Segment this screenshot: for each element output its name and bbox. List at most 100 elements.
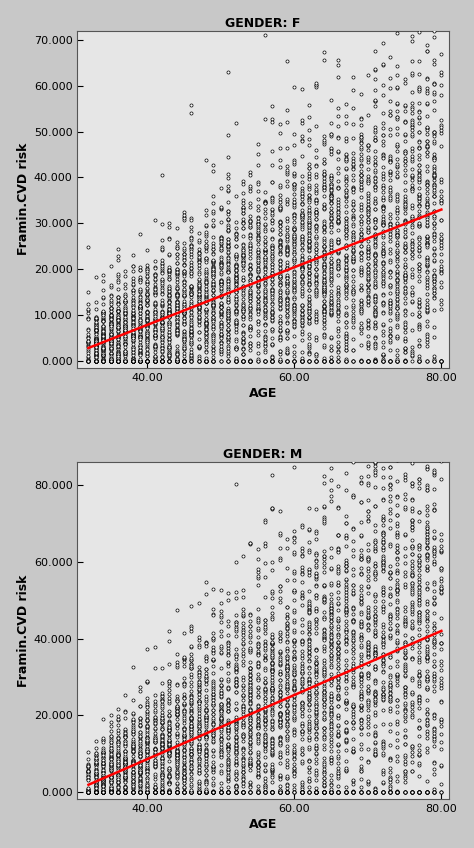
Point [364, 449, 372, 462]
Point [144, 718, 151, 732]
Point [173, 279, 181, 293]
Point [202, 650, 210, 663]
Point [239, 354, 246, 367]
Point [416, 785, 423, 799]
Point [136, 274, 144, 287]
Point [305, 522, 313, 535]
Point [144, 745, 151, 759]
Point [165, 720, 173, 734]
Point [312, 152, 320, 165]
Point [328, 561, 335, 575]
Point [372, 687, 379, 700]
Point [276, 179, 283, 192]
Point [210, 707, 217, 721]
Point [393, 59, 401, 73]
Point [349, 168, 357, 181]
Point [180, 247, 188, 260]
Point [246, 728, 254, 741]
Point [144, 297, 151, 310]
Point [291, 605, 298, 618]
Point [283, 698, 291, 711]
Point [239, 243, 246, 257]
Point [357, 728, 365, 741]
Point [180, 305, 188, 319]
Point [328, 306, 335, 320]
Point [401, 757, 409, 771]
Point [165, 785, 173, 799]
Point [239, 241, 246, 254]
Point [364, 580, 372, 594]
Point [312, 706, 320, 720]
Point [173, 745, 181, 759]
Point [107, 715, 114, 728]
Point [342, 260, 350, 274]
Point [224, 204, 232, 218]
Point [276, 715, 283, 728]
Point [100, 306, 107, 320]
Point [188, 722, 195, 736]
Point [408, 741, 416, 755]
Point [291, 166, 298, 180]
Point [173, 346, 181, 360]
Point [217, 785, 225, 799]
Point [165, 770, 173, 784]
Point [165, 344, 173, 358]
Point [408, 106, 416, 120]
Point [224, 725, 232, 739]
Point [416, 442, 423, 455]
Point [276, 219, 283, 232]
Point [268, 785, 276, 799]
Point [291, 195, 298, 209]
Point [342, 726, 350, 739]
Point [239, 707, 246, 721]
Point [283, 717, 291, 730]
Point [423, 215, 430, 229]
Point [291, 300, 298, 314]
Point [100, 354, 107, 367]
Point [180, 270, 188, 283]
Point [107, 784, 114, 797]
Point [188, 785, 195, 799]
Point [165, 263, 173, 276]
Point [92, 350, 100, 364]
Point [254, 734, 261, 748]
Point [202, 692, 210, 706]
Point [121, 785, 129, 799]
Point [268, 743, 276, 756]
Point [114, 296, 122, 310]
Point [416, 240, 423, 254]
Point [401, 651, 409, 665]
Point [268, 736, 276, 750]
Point [173, 785, 181, 799]
Point [239, 734, 246, 747]
Point [261, 652, 269, 666]
Point [276, 291, 283, 304]
Point [114, 354, 122, 367]
Point [393, 96, 401, 109]
Point [335, 670, 342, 683]
Point [129, 327, 137, 341]
Point [210, 760, 217, 773]
Point [416, 354, 423, 367]
Point [224, 282, 232, 296]
Point [239, 283, 246, 297]
Point [151, 297, 158, 310]
Point [349, 245, 357, 259]
Point [342, 260, 350, 274]
Point [283, 291, 291, 304]
Point [342, 188, 350, 202]
Point [158, 785, 166, 799]
Point [328, 672, 335, 685]
Point [335, 672, 342, 686]
Point [298, 315, 305, 329]
Point [173, 766, 181, 779]
Point [188, 280, 195, 293]
Point [158, 759, 166, 773]
Point [188, 285, 195, 298]
Point [165, 298, 173, 312]
Point [195, 326, 202, 339]
Point [136, 758, 144, 772]
Point [121, 346, 129, 360]
Point [342, 785, 350, 799]
Point [393, 158, 401, 171]
